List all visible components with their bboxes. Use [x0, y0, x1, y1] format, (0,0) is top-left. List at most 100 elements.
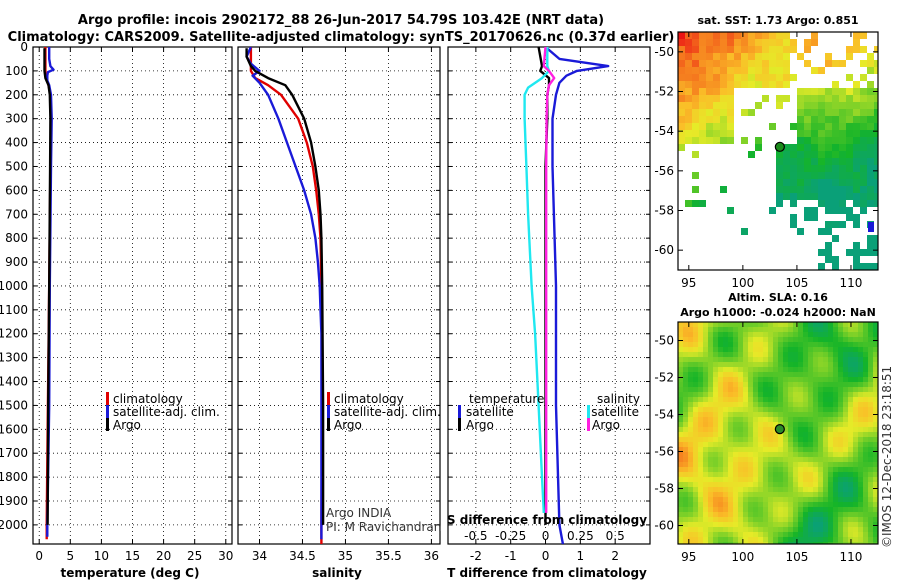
legend-swatch-satellite	[106, 405, 109, 418]
sla-cell	[863, 392, 869, 398]
sla-cell	[713, 477, 719, 483]
sla-cell	[753, 437, 759, 443]
sst-cell	[860, 186, 867, 193]
sst-cell	[797, 116, 804, 123]
sla-cell	[718, 362, 724, 368]
sla-map-title-1: Altim. SLA: 0.16	[728, 291, 828, 304]
sla-cell	[803, 427, 809, 433]
sla-cell	[778, 367, 784, 373]
sla-cell	[853, 437, 859, 443]
sla-cell	[778, 542, 784, 544]
sla-cell	[713, 412, 719, 418]
sla-cell	[793, 397, 799, 403]
sst-cell	[867, 193, 874, 200]
sst-cell	[727, 88, 734, 95]
sla-cell	[678, 402, 684, 408]
sla-cell	[758, 367, 764, 373]
sst-cell	[818, 88, 825, 95]
sla-cell	[853, 327, 859, 333]
sla-cell	[723, 512, 729, 518]
sst-cell	[755, 32, 762, 39]
sla-cell	[808, 497, 814, 503]
sla-cell	[713, 462, 719, 468]
x-tick-label: 34	[252, 549, 267, 563]
sla-cell	[758, 522, 764, 528]
sla-cell	[748, 437, 754, 443]
sla-cell	[753, 337, 759, 343]
sla-cell	[693, 537, 699, 543]
sla-cell	[828, 347, 834, 353]
sst-cell	[776, 179, 783, 186]
sla-cell	[738, 412, 744, 418]
sst-cell	[783, 165, 790, 172]
sla-cell	[738, 407, 744, 413]
sla-cell	[693, 417, 699, 423]
sla-cell	[723, 442, 729, 448]
sst-cell	[699, 53, 706, 60]
sla-cell	[873, 492, 878, 498]
sla-cell	[688, 377, 694, 383]
sla-cell	[703, 442, 709, 448]
sla-cell	[853, 537, 859, 543]
sla-cell	[678, 367, 684, 373]
sla-cell	[828, 512, 834, 518]
sla-cell	[738, 447, 744, 453]
sla-cell	[733, 447, 739, 453]
sla-cell	[728, 452, 734, 458]
sla-cell	[703, 447, 709, 453]
sla-cell	[863, 337, 869, 343]
sla-cell	[728, 497, 734, 503]
sla-cell	[833, 492, 839, 498]
sla-cell	[818, 337, 824, 343]
sla-cell	[703, 522, 709, 528]
sla-cell	[698, 502, 704, 508]
sla-cell	[738, 392, 744, 398]
sla-cell	[698, 452, 704, 458]
sst-cell	[811, 207, 818, 214]
sla-cell	[803, 517, 809, 523]
sst-cell	[755, 102, 762, 109]
sla-cell	[768, 452, 774, 458]
sla-cell	[873, 342, 878, 348]
sst-cell	[769, 39, 776, 46]
sla-cell	[868, 442, 874, 448]
sla-cell	[873, 422, 878, 428]
sla-cell	[808, 527, 814, 533]
sla-cell	[813, 512, 819, 518]
sla-cell	[783, 427, 789, 433]
sla-cell	[693, 472, 699, 478]
sla-cell	[753, 327, 759, 333]
sla-cell	[758, 532, 764, 538]
sla-cell	[723, 517, 729, 523]
sst-cell	[713, 81, 720, 88]
sla-cell	[768, 507, 774, 513]
legend-temperature-title: temperature	[469, 392, 544, 406]
sst-cell	[790, 144, 797, 151]
sst-cell	[678, 137, 685, 144]
sla-cell	[713, 392, 719, 398]
sst-cell	[685, 60, 692, 67]
sla-cell	[688, 322, 694, 328]
sla-cell	[818, 542, 824, 544]
sla-cell	[688, 382, 694, 388]
sla-cell	[773, 407, 779, 413]
sst-cell	[727, 74, 734, 81]
sla-cell	[853, 407, 859, 413]
sla-cell	[728, 482, 734, 488]
sst-cell	[818, 200, 825, 207]
sla-cell	[713, 372, 719, 378]
sst-cell	[797, 172, 804, 179]
temperature-grid	[33, 46, 232, 544]
sla-cell	[813, 402, 819, 408]
x-tick-label: 15	[125, 549, 140, 563]
sla-cell	[858, 512, 864, 518]
sst-cell	[839, 88, 846, 95]
sla-cell	[713, 467, 719, 473]
sla-cell	[848, 347, 854, 353]
sst-cell	[818, 228, 825, 235]
sla-cell	[728, 392, 734, 398]
map-lat-label: -50	[654, 45, 674, 59]
sla-cell	[748, 532, 754, 538]
sla-cell	[763, 412, 769, 418]
sla-cell	[798, 462, 804, 468]
